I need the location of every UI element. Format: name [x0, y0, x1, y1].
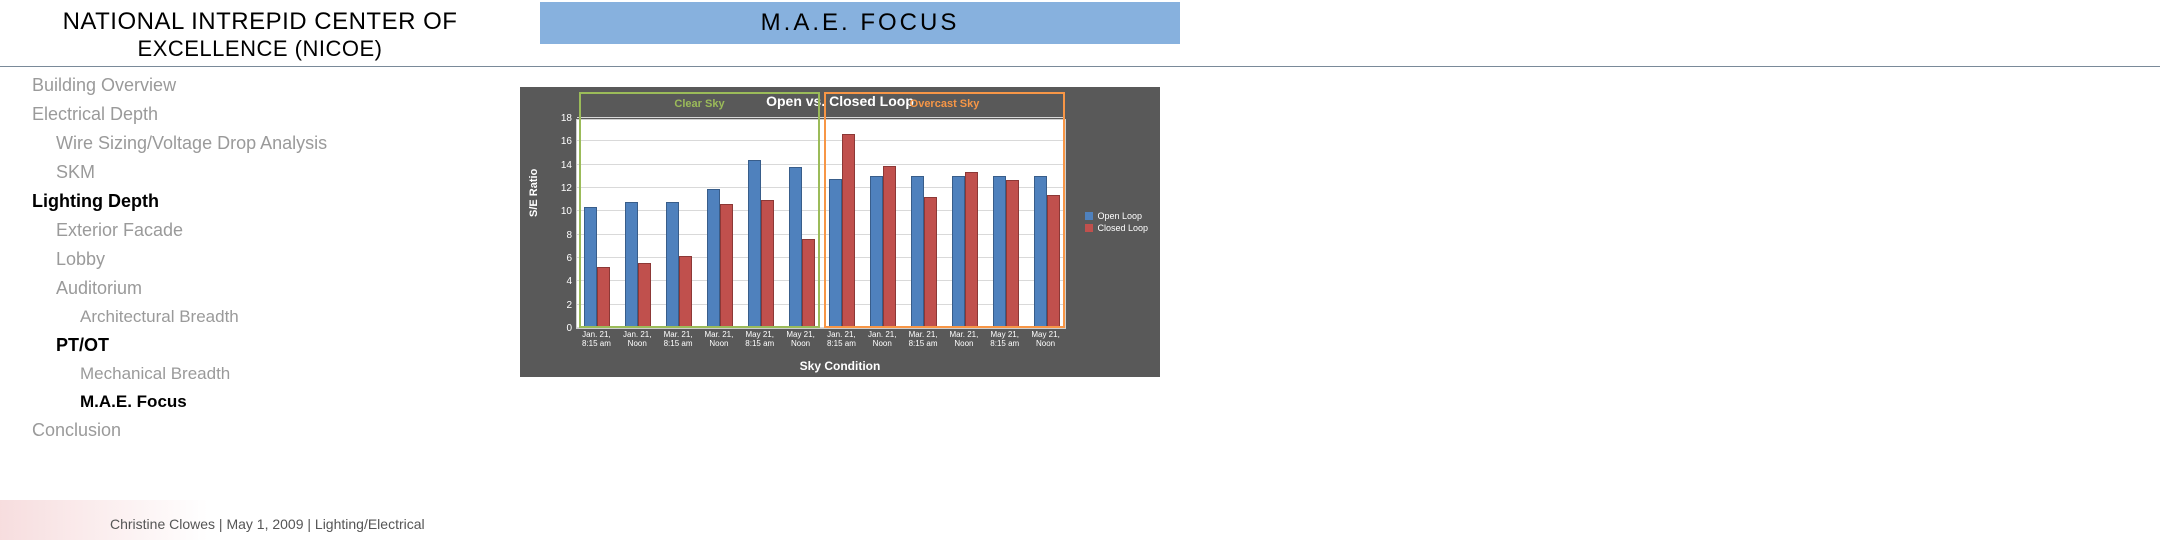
- plot-area: Clear SkyOvercast Sky: [576, 119, 1066, 329]
- chart-legend: Open Loop Closed Loop: [1085, 211, 1148, 235]
- nav-item[interactable]: Wire Sizing/Voltage Drop Analysis: [32, 129, 520, 158]
- chart-panel: Open vs. Closed Loop S/E Ratio Clear Sky…: [520, 87, 1160, 377]
- ytick-label: 18: [558, 113, 572, 124]
- xtick-label: May 21, Noon: [780, 331, 821, 349]
- nav-item[interactable]: Exterior Facade: [32, 216, 520, 245]
- focus-banner-text: M.A.E. FOCUS: [761, 9, 960, 37]
- nav-item[interactable]: Electrical Depth: [32, 100, 520, 129]
- xtick-label: May 21, Noon: [1025, 331, 1066, 349]
- nav-item[interactable]: SKM: [32, 158, 520, 187]
- ytick-label: 6: [558, 253, 572, 264]
- ytick-label: 10: [558, 206, 572, 217]
- title-line1: NATIONAL INTREPID CENTER OF: [0, 8, 520, 36]
- ytick-label: 2: [558, 300, 572, 311]
- footer-text: Christine Clowes | May 1, 2009 | Lightin…: [110, 516, 425, 532]
- xtick-label: Jan. 21, 8:15 am: [576, 331, 617, 349]
- nav-item[interactable]: Building Overview: [32, 71, 520, 100]
- chart-xlabel: Sky Condition: [520, 359, 1160, 373]
- xtick-label: Mar. 21, 8:15 am: [903, 331, 944, 349]
- xtick-label: Jan. 21, Noon: [617, 331, 658, 349]
- overcast-sky-label: Overcast Sky: [826, 98, 1063, 110]
- xtick-label: Mar. 21, 8:15 am: [658, 331, 699, 349]
- legend-label: Open Loop: [1097, 211, 1142, 221]
- overcast-sky-box: Overcast Sky: [824, 92, 1065, 328]
- xtick-label: Mar. 21, Noon: [944, 331, 985, 349]
- ytick-label: 0: [558, 323, 572, 334]
- legend-item: Open Loop: [1085, 211, 1148, 221]
- title-block: NATIONAL INTREPID CENTER OF EXCELLENCE (…: [0, 0, 520, 66]
- legend-swatch: [1085, 224, 1093, 232]
- xtick-label: Jan. 21, Noon: [862, 331, 903, 349]
- ytick-label: 8: [558, 230, 572, 241]
- title-line2: EXCELLENCE (NICOE): [0, 36, 520, 62]
- xtick-label: Mar. 21, Noon: [699, 331, 740, 349]
- ytick-label: 12: [558, 183, 572, 194]
- nav-item[interactable]: PT/OT: [32, 331, 520, 360]
- legend-swatch: [1085, 212, 1093, 220]
- xtick-label: May 21, 8:15 am: [739, 331, 780, 349]
- chart-ylabel: S/E Ratio: [528, 169, 540, 217]
- nav-item[interactable]: Auditorium: [32, 274, 520, 303]
- header-row: NATIONAL INTREPID CENTER OF EXCELLENCE (…: [0, 0, 2160, 67]
- ytick-label: 4: [558, 276, 572, 287]
- chart-wrap: Open vs. Closed Loop S/E Ratio Clear Sky…: [520, 87, 1160, 445]
- xtick-label: May 21, 8:15 am: [984, 331, 1025, 349]
- focus-banner: M.A.E. FOCUS: [540, 2, 1180, 44]
- nav-item[interactable]: Lobby: [32, 245, 520, 274]
- content-row: Building OverviewElectrical DepthWire Si…: [0, 67, 2160, 445]
- legend-label: Closed Loop: [1097, 223, 1148, 233]
- sidebar-nav: Building OverviewElectrical DepthWire Si…: [0, 67, 520, 445]
- nav-item[interactable]: Mechanical Breadth: [32, 360, 520, 388]
- ytick-label: 16: [558, 136, 572, 147]
- nav-item[interactable]: Conclusion: [32, 416, 520, 445]
- nav-item[interactable]: Lighting Depth: [32, 187, 520, 216]
- nav-item[interactable]: Architectural Breadth: [32, 303, 520, 331]
- xtick-label: Jan. 21, 8:15 am: [821, 331, 862, 349]
- legend-item: Closed Loop: [1085, 223, 1148, 233]
- nav-item[interactable]: M.A.E. Focus: [32, 388, 520, 416]
- ytick-label: 14: [558, 160, 572, 171]
- clear-sky-box: Clear Sky: [579, 92, 820, 328]
- clear-sky-label: Clear Sky: [581, 98, 818, 110]
